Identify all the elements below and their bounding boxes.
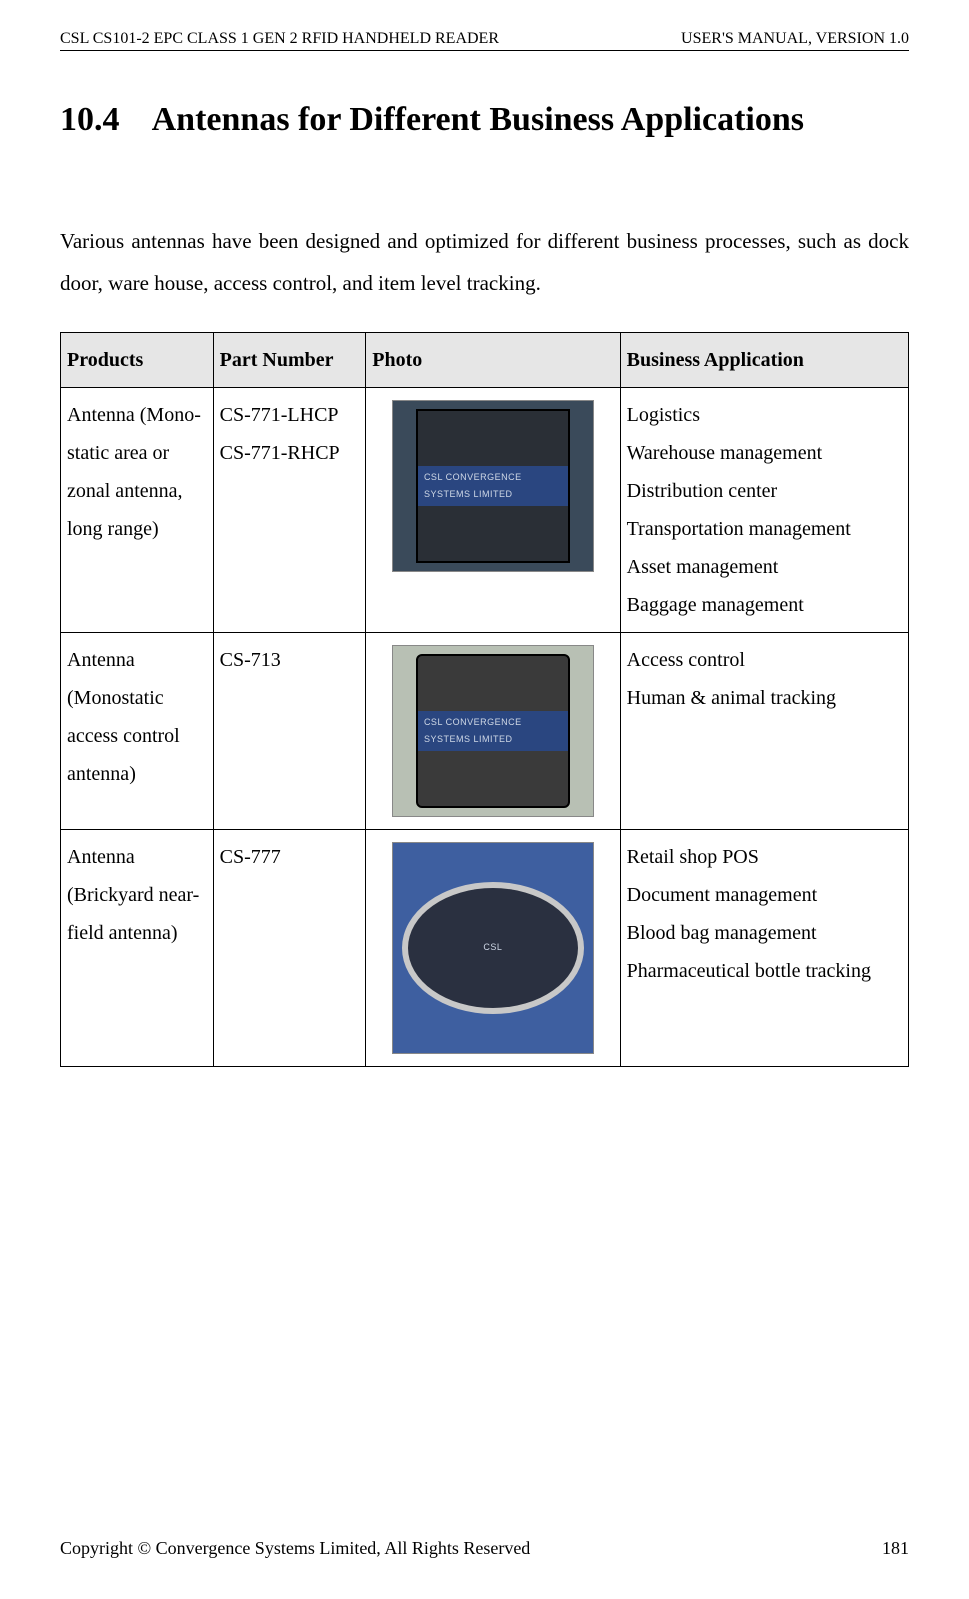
application-item: Pharmaceutical bottle tracking (627, 952, 902, 990)
application-cell: Logistics Warehouse management Distribut… (620, 388, 908, 633)
antenna-disc-icon: CSL (402, 882, 584, 1014)
header-left: CSL CS101-2 EPC CLASS 1 GEN 2 RFID HANDH… (60, 30, 499, 48)
application-item: Retail shop POS (627, 838, 902, 876)
product-photo: CSL CONVERGENCE SYSTEMS LIMITED (392, 645, 594, 817)
product-cell: Antenna (Brickyard near-field antenna) (61, 830, 214, 1067)
col-header-part-number: Part Number (213, 333, 366, 388)
photo-cell: CSL CONVERGENCE SYSTEMS LIMITED (366, 388, 620, 633)
footer-copyright: Copyright © Convergence Systems Limited,… (60, 1538, 530, 1559)
part-number-cell: CS-713 (213, 633, 366, 830)
antenna-box-icon: CSL CONVERGENCE SYSTEMS LIMITED (416, 654, 570, 808)
table-header-row: Products Part Number Photo Business Appl… (61, 333, 909, 388)
page-footer: Copyright © Convergence Systems Limited,… (60, 1498, 909, 1559)
table-row: Antenna (Monostatic access control anten… (61, 633, 909, 830)
col-header-photo: Photo (366, 333, 620, 388)
application-item: Asset management (627, 548, 902, 586)
section-heading: 10.4 Antennas for Different Business App… (60, 101, 909, 139)
application-item: Blood bag management (627, 914, 902, 952)
col-header-business-application: Business Application (620, 333, 908, 388)
product-cell: Antenna (Mono-static area or zonal anten… (61, 388, 214, 633)
product-photo: CSL CONVERGENCE SYSTEMS LIMITED (392, 400, 594, 572)
application-cell: Access control Human & animal tracking (620, 633, 908, 830)
part-number: CS-777 (220, 838, 360, 876)
products-table: Products Part Number Photo Business Appl… (60, 332, 909, 1067)
application-item: Distribution center (627, 472, 902, 510)
document-page: CSL CS101-2 EPC CLASS 1 GEN 2 RFID HANDH… (0, 0, 969, 1599)
part-number: CS-771-RHCP (220, 434, 360, 472)
header-right: USER'S MANUAL, VERSION 1.0 (681, 30, 909, 48)
part-number-cell: CS-771-LHCP CS-771-RHCP (213, 388, 366, 633)
application-item: Warehouse management (627, 434, 902, 472)
photo-brand-label: CSL (477, 936, 508, 959)
application-item: Baggage management (627, 586, 902, 624)
part-number-cell: CS-777 (213, 830, 366, 1067)
application-item: Access control (627, 641, 902, 679)
application-item: Transportation management (627, 510, 902, 548)
product-cell: Antenna (Monostatic access control anten… (61, 633, 214, 830)
photo-brand-label: CSL CONVERGENCE SYSTEMS LIMITED (418, 711, 568, 751)
part-number: CS-771-LHCP (220, 396, 360, 434)
photo-cell: CSL CONVERGENCE SYSTEMS LIMITED (366, 633, 620, 830)
col-header-products: Products (61, 333, 214, 388)
part-number: CS-713 (220, 641, 360, 679)
photo-cell: CSL (366, 830, 620, 1067)
application-cell: Retail shop POS Document management Bloo… (620, 830, 908, 1067)
section-title: Antennas for Different Business Applicat… (152, 101, 804, 138)
table-row: Antenna (Brickyard near-field antenna) C… (61, 830, 909, 1067)
photo-brand-label: CSL CONVERGENCE SYSTEMS LIMITED (418, 466, 568, 506)
application-item: Logistics (627, 396, 902, 434)
intro-paragraph: Various antennas have been designed and … (60, 220, 909, 304)
product-photo: CSL (392, 842, 594, 1054)
footer-page-number: 181 (882, 1538, 909, 1559)
section-number: 10.4 (60, 101, 120, 138)
page-header: CSL CS101-2 EPC CLASS 1 GEN 2 RFID HANDH… (60, 30, 909, 51)
application-item: Human & animal tracking (627, 679, 902, 717)
table-row: Antenna (Mono-static area or zonal anten… (61, 388, 909, 633)
antenna-square-icon: CSL CONVERGENCE SYSTEMS LIMITED (416, 409, 570, 563)
application-item: Document management (627, 876, 902, 914)
